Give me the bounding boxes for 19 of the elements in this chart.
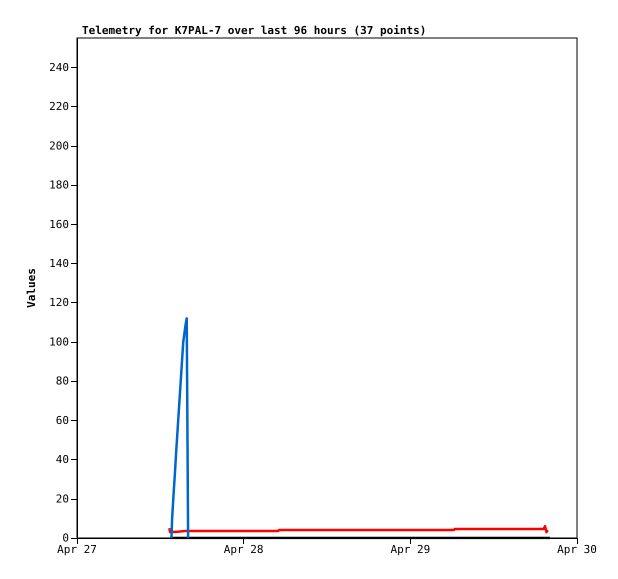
y-axis-title: Values [25, 268, 38, 308]
y-tick-label: 100 [49, 335, 69, 348]
chart-title: Telemetry for K7PAL-7 over last 96 hours (37 points) [82, 24, 426, 37]
y-tick-label: 80 [56, 374, 69, 388]
x-tick-label: Apr 27 [57, 543, 97, 556]
x-tick-label: Apr 30 [557, 543, 597, 556]
y-tick-label: 180 [49, 178, 69, 192]
y-tick-label: 160 [49, 218, 69, 231]
y-tick-label: 40 [56, 453, 69, 466]
y-tick-label: 20 [56, 492, 69, 506]
y-tick-label: 220 [49, 100, 69, 114]
y-tick-label: 240 [49, 60, 69, 74]
y-tick-label: 200 [49, 139, 69, 152]
y-tick-label: 120 [49, 296, 69, 310]
x-tick-label: Apr 28 [224, 543, 264, 556]
x-tick-label: Apr 29 [390, 543, 430, 556]
y-tick-label: 140 [49, 256, 69, 270]
y-tick-label: 60 [56, 414, 69, 427]
y-tick-label: 0 [62, 532, 69, 544]
